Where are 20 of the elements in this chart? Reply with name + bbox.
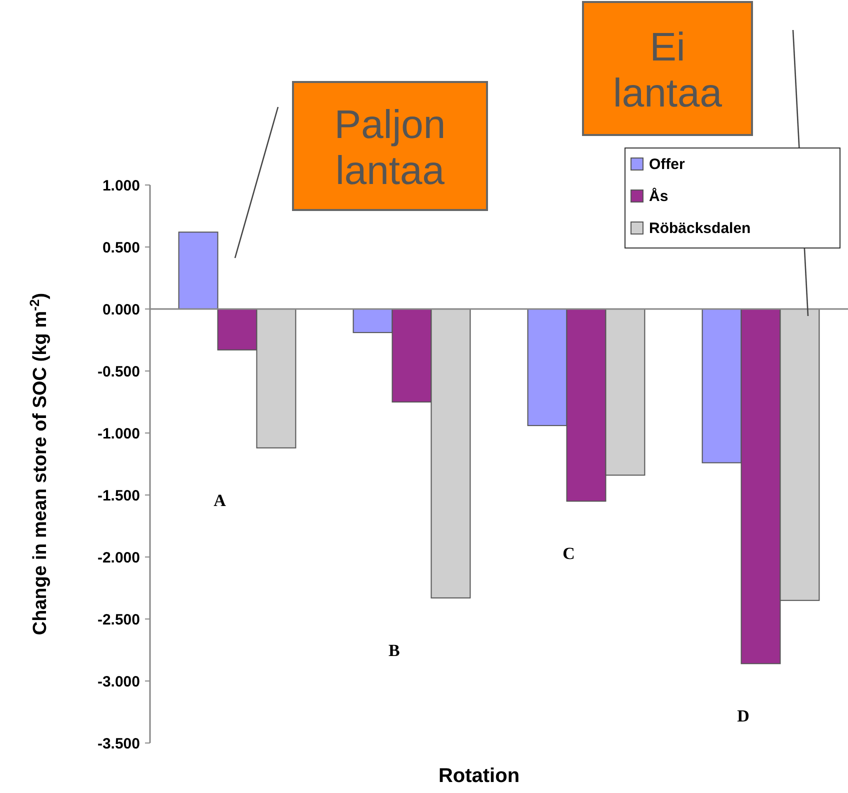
y-tick-label: 1.000 [102,177,140,194]
y-tick-label: -1.000 [97,425,140,442]
legend-label: Ås [649,187,668,205]
x-axis-title: Rotation [438,765,520,787]
y-tick-label: -3.000 [97,673,140,690]
callout: Paljon lantaa [234,81,488,258]
x-tick-label: D [737,706,750,726]
y-tick-label: 0.000 [102,301,140,318]
y-tick-label: 0.500 [102,239,140,256]
y-tick-label: -1.500 [97,487,140,504]
y-tick-label: -3.500 [97,735,140,752]
y-tick-label: -0.500 [97,363,140,380]
x-tick-label: B [388,640,400,660]
annotation: Paljon lantaa [334,103,446,193]
x-tick-label: C [562,544,575,564]
x-tick-label: A [214,490,227,510]
y-tick-label: -2.500 [97,611,140,628]
legend-label: Offer [649,156,685,173]
legend-label: Röbäcksdalen [649,220,751,237]
y-tick-label: -2.000 [97,549,140,566]
